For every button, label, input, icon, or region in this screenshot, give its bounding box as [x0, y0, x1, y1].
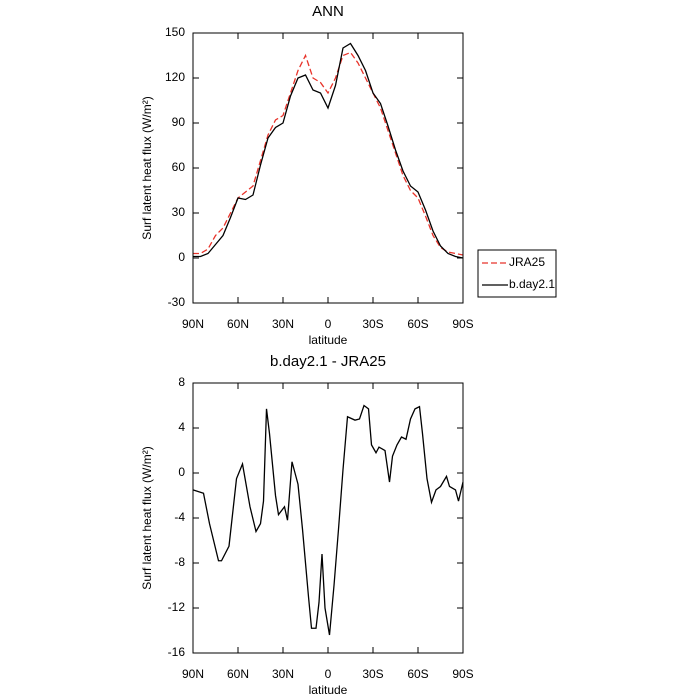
x-tick-label: 30N: [272, 667, 294, 681]
x-tick-label: 90N: [182, 667, 204, 681]
x-tick-label: 30S: [362, 667, 383, 681]
x-tick-label: 0: [325, 667, 332, 681]
x-tick-label: 90S: [452, 317, 473, 331]
x-tick-label: 30S: [362, 317, 383, 331]
y-tick-label: -12: [168, 600, 186, 614]
x-tick-label: 0: [325, 317, 332, 331]
data-line: [193, 51, 464, 256]
y-tick-label: -16: [168, 645, 186, 659]
data-line: [193, 42, 464, 259]
x-tick-label: 60N: [227, 667, 249, 681]
y-tick-label: 30: [172, 205, 186, 219]
x-axis-label: latitude: [309, 333, 348, 347]
y-tick-label: 120: [165, 70, 185, 84]
plot-frame: [192, 32, 464, 304]
x-tick-label: 30N: [272, 317, 294, 331]
chart-title: ANN: [312, 3, 344, 20]
legend-box: [477, 249, 557, 298]
y-tick-label: 8: [178, 375, 185, 389]
y-tick-label: -8: [174, 555, 185, 569]
y-tick-label: -4: [174, 510, 185, 524]
legend-label: JRA25: [509, 255, 545, 269]
chart-title: b.day2.1 - JRA25: [270, 353, 386, 370]
data-line: [192, 404, 464, 636]
x-tick-label: 90S: [452, 667, 473, 681]
y-tick-label: 0: [178, 250, 185, 264]
x-tick-label: 90N: [182, 317, 204, 331]
legend-label: b.day2.1: [509, 277, 555, 291]
y-tick-label: 60: [172, 160, 186, 174]
y-tick-label: 0: [178, 465, 185, 479]
x-tick-label: 60S: [407, 317, 428, 331]
x-tick-label: 60N: [227, 317, 249, 331]
y-axis-label: Surf latent heat flux (W/m²): [140, 446, 154, 589]
y-axis-label: Surf latent heat flux (W/m²): [140, 96, 154, 239]
y-tick-label: 4: [178, 420, 185, 434]
y-tick-label: -30: [168, 295, 186, 309]
x-tick-label: 60S: [407, 667, 428, 681]
y-tick-label: 150: [165, 25, 185, 39]
plot-frame: [192, 382, 464, 654]
y-tick-label: 90: [172, 115, 186, 129]
x-axis-label: latitude: [309, 683, 348, 697]
